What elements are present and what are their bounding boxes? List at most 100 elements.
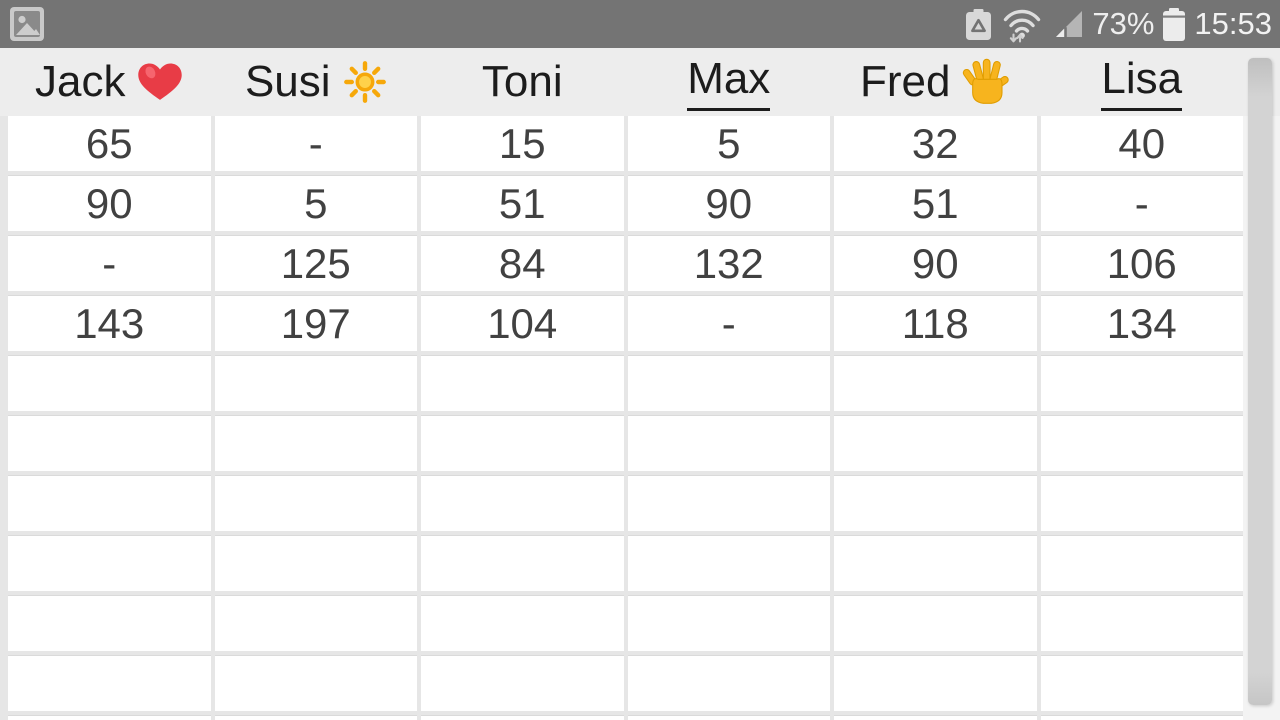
- column-header-max[interactable]: Max: [628, 54, 831, 111]
- table-cell[interactable]: 40: [1040, 116, 1243, 171]
- table-cell[interactable]: [421, 356, 624, 411]
- red-heart-emoji-icon: [137, 61, 183, 103]
- table-cell[interactable]: [214, 596, 417, 651]
- table-cell[interactable]: -: [1040, 176, 1243, 231]
- table-cell[interactable]: 106: [1040, 236, 1243, 291]
- column-header-fred[interactable]: Fred: [834, 57, 1037, 107]
- table-cell[interactable]: [834, 476, 1037, 531]
- column-header-label: Jack: [35, 57, 126, 106]
- table-cell[interactable]: 197: [214, 296, 417, 351]
- table-rows: 65-15 5 32 40 90 5 51 90 51- -125 84 132 90 106 143 197…: [0, 116, 1280, 720]
- table-row: -125 84 132 90 106: [8, 236, 1243, 291]
- table-row: [8, 476, 1243, 531]
- sun-emoji-icon: [343, 60, 387, 104]
- table-cell[interactable]: 90: [834, 236, 1037, 291]
- table-cell[interactable]: [214, 356, 417, 411]
- table-row: 143 197 104-118 134: [8, 296, 1243, 351]
- table-cell[interactable]: [421, 716, 624, 720]
- image-notification-icon: [10, 7, 44, 41]
- table-cell[interactable]: 5: [627, 116, 830, 171]
- table-row: [8, 536, 1243, 591]
- table-cell[interactable]: [214, 416, 417, 471]
- column-header-label: Max: [687, 54, 771, 111]
- table-cell[interactable]: 134: [1040, 296, 1243, 351]
- table-cell[interactable]: [421, 656, 624, 711]
- table-cell[interactable]: [834, 716, 1037, 720]
- table-cell[interactable]: 5: [214, 176, 417, 231]
- table-cell[interactable]: [627, 536, 830, 591]
- column-header-label: Toni: [481, 57, 563, 106]
- table-cell[interactable]: 84: [421, 236, 624, 291]
- column-header-label: Lisa: [1101, 54, 1183, 111]
- table-cell[interactable]: 65: [8, 116, 211, 171]
- column-header-jack[interactable]: Jack: [8, 57, 211, 107]
- column-header-toni[interactable]: Toni: [421, 57, 624, 107]
- table-cell[interactable]: [834, 356, 1037, 411]
- table-row: [8, 716, 1243, 720]
- table-cell[interactable]: [1040, 416, 1243, 471]
- battery-icon: [1163, 7, 1186, 41]
- table-cell[interactable]: [1040, 596, 1243, 651]
- table-cell[interactable]: [834, 656, 1037, 711]
- table-cell[interactable]: [627, 476, 830, 531]
- table-cell[interactable]: [1040, 536, 1243, 591]
- table-cell[interactable]: [834, 596, 1037, 651]
- table-row: [8, 356, 1243, 411]
- table-cell[interactable]: [1040, 656, 1243, 711]
- table-cell[interactable]: 51: [421, 176, 624, 231]
- table-row: 90 5 51 90 51-: [8, 176, 1243, 231]
- table-cell[interactable]: 90: [8, 176, 211, 231]
- table-cell[interactable]: [421, 476, 624, 531]
- table-cell[interactable]: 32: [834, 116, 1037, 171]
- column-header-label: Fred: [860, 57, 951, 106]
- table-cell[interactable]: [8, 536, 211, 591]
- table-cell[interactable]: 118: [834, 296, 1037, 351]
- table-cell[interactable]: 132: [627, 236, 830, 291]
- table-cell[interactable]: 143: [8, 296, 211, 351]
- column-header-lisa[interactable]: Lisa: [1041, 54, 1244, 111]
- table-row: 65-15 5 32 40: [8, 116, 1243, 171]
- scrollbar-thumb[interactable]: [1248, 58, 1272, 705]
- column-header-susi[interactable]: Susi: [215, 57, 418, 107]
- clock-text: 15:53: [1194, 6, 1272, 41]
- table-cell[interactable]: [8, 656, 211, 711]
- table-cell[interactable]: -: [627, 296, 830, 351]
- table-cell[interactable]: 15: [421, 116, 624, 171]
- cellular-signal-icon: [1056, 11, 1083, 37]
- table-cell[interactable]: [627, 716, 830, 720]
- power-saving-icon: [966, 8, 992, 40]
- battery-percent-text: 73%: [1092, 6, 1155, 41]
- table-cell[interactable]: [421, 416, 624, 471]
- table-cell[interactable]: [627, 596, 830, 651]
- table-cell[interactable]: [8, 596, 211, 651]
- table-cell[interactable]: [214, 716, 417, 720]
- table-cell[interactable]: [1040, 356, 1243, 411]
- table-cell[interactable]: [627, 356, 830, 411]
- table-cell[interactable]: [834, 536, 1037, 591]
- table-cell[interactable]: -: [8, 236, 211, 291]
- table-cell[interactable]: [421, 536, 624, 591]
- table-cell[interactable]: [8, 356, 211, 411]
- table-cell[interactable]: [421, 596, 624, 651]
- table-cell[interactable]: 51: [834, 176, 1037, 231]
- table-cell[interactable]: 125: [214, 236, 417, 291]
- status-bar: 73% 15:53: [0, 0, 1280, 48]
- wifi-icon: [1004, 9, 1041, 43]
- table-cell[interactable]: [214, 536, 417, 591]
- table-cell[interactable]: [627, 656, 830, 711]
- table-cell[interactable]: [8, 716, 211, 720]
- table-row: [8, 416, 1243, 471]
- table-cell[interactable]: [627, 416, 830, 471]
- table-cell[interactable]: 104: [421, 296, 624, 351]
- table-cell[interactable]: [8, 476, 211, 531]
- table-cell[interactable]: [1040, 476, 1243, 531]
- table-cell[interactable]: [214, 476, 417, 531]
- table-cell[interactable]: [214, 656, 417, 711]
- table-cell[interactable]: [8, 416, 211, 471]
- table-cell[interactable]: -: [214, 116, 417, 171]
- table-cell[interactable]: [834, 416, 1037, 471]
- table-row: [8, 596, 1243, 651]
- table-row: [8, 656, 1243, 711]
- table-cell[interactable]: 90: [627, 176, 830, 231]
- table-cell[interactable]: [1040, 716, 1243, 720]
